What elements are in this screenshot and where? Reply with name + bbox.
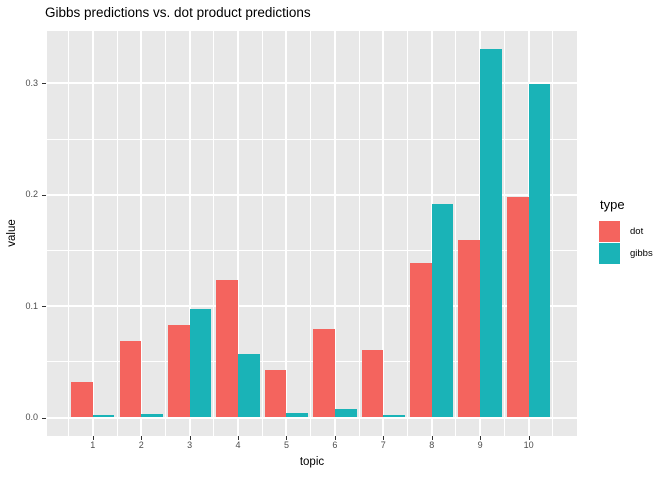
bar-dot-topic-1 xyxy=(71,381,93,418)
bar-gibbs-topic-1 xyxy=(92,415,115,418)
x-tick-label: 1 xyxy=(90,440,96,450)
legend-swatch-gibbs xyxy=(599,243,620,264)
gridline-minor-x xyxy=(261,31,263,436)
x-tick-mark xyxy=(238,436,240,440)
bar-dot-topic-8 xyxy=(410,262,432,418)
bar-gibbs-topic-8 xyxy=(431,203,454,418)
x-tick-mark xyxy=(92,436,94,440)
legend-item-label: gibbs xyxy=(630,248,653,259)
bar-gibbs-topic-6 xyxy=(334,408,357,418)
gridline-minor-x xyxy=(213,31,215,436)
gridline-minor-y xyxy=(47,249,577,251)
legend-item-dot: dot xyxy=(599,221,653,242)
bar-gibbs-topic-2 xyxy=(141,414,163,418)
x-tick-mark xyxy=(286,436,288,440)
gridline-minor-x xyxy=(164,31,166,436)
bar-dot-topic-7 xyxy=(361,349,384,418)
x-axis-title: topic xyxy=(299,456,325,468)
bar-dot-topic-3 xyxy=(167,325,190,418)
legend-swatch-dot xyxy=(599,221,620,242)
x-tick-mark xyxy=(189,436,191,440)
gridline-minor-x xyxy=(552,31,554,436)
x-tick-label: 5 xyxy=(283,440,289,450)
y-tick-mark xyxy=(42,417,46,419)
legend: type dot gibbs xyxy=(599,197,653,265)
legend-item-gibbs: gibbs xyxy=(599,243,653,264)
x-tick-mark xyxy=(528,436,530,440)
y-axis-title: value xyxy=(6,219,18,247)
gridline-major-x xyxy=(91,31,94,436)
x-tick-label: 10 xyxy=(523,440,534,450)
gridline-minor-x xyxy=(310,31,312,436)
bar-gibbs-topic-4 xyxy=(238,354,260,418)
y-tick-label: 0.1 xyxy=(25,300,38,311)
gridline-major-y xyxy=(47,193,577,196)
gridline-major-x xyxy=(237,31,240,436)
x-tick-mark xyxy=(334,436,336,440)
gridline-major-x xyxy=(382,31,385,436)
y-tick-label: 0.0 xyxy=(25,412,38,422)
gridline-major-y xyxy=(47,416,577,419)
gridline-major-x xyxy=(285,31,288,436)
gridline-major-x xyxy=(140,31,143,436)
gridline-minor-x xyxy=(68,31,70,436)
gridline-major-y xyxy=(47,82,577,85)
gridline-minor-x xyxy=(358,31,360,436)
gridline-minor-x xyxy=(116,31,118,436)
bar-dot-topic-2 xyxy=(119,340,142,418)
bar-dot-topic-4 xyxy=(216,280,239,418)
y-tick-label: 0.2 xyxy=(25,189,38,200)
bar-gibbs-topic-10 xyxy=(528,84,551,418)
gridline-major-x xyxy=(188,31,191,436)
x-tick-mark xyxy=(480,436,482,440)
x-tick-label: 3 xyxy=(187,440,193,450)
bar-gibbs-topic-7 xyxy=(383,415,405,418)
x-tick-label: 2 xyxy=(138,440,144,450)
y-tick-mark xyxy=(42,306,46,308)
y-tick-label: 0.3 xyxy=(25,77,38,88)
legend-items: dot gibbs xyxy=(599,221,653,264)
bar-gibbs-topic-3 xyxy=(189,309,212,418)
x-tick-label: 8 xyxy=(429,440,435,450)
bar-dot-topic-6 xyxy=(313,329,335,418)
plot-panel xyxy=(47,31,577,436)
x-tick-label: 4 xyxy=(235,440,241,450)
legend-item-label: dot xyxy=(630,226,644,237)
gridline-minor-x xyxy=(503,31,505,436)
gridline-minor-y xyxy=(47,138,577,140)
y-tick-mark xyxy=(42,194,46,196)
bar-dot-topic-10 xyxy=(506,196,529,418)
x-tick-mark xyxy=(383,436,385,440)
x-tick-mark xyxy=(141,436,143,440)
x-tick-label: 9 xyxy=(477,440,483,450)
gridline-minor-x xyxy=(407,31,409,436)
gridline-major-y xyxy=(47,305,577,308)
legend-title: type xyxy=(600,197,625,212)
gridline-major-x xyxy=(333,31,336,436)
bar-dot-topic-5 xyxy=(264,369,287,418)
x-tick-label: 6 xyxy=(332,440,338,450)
bar-gibbs-topic-9 xyxy=(480,48,502,418)
gridline-minor-x xyxy=(455,31,457,436)
bar-gibbs-topic-5 xyxy=(286,413,309,418)
chart-title: Gibbs predictions vs. dot product predic… xyxy=(45,5,311,20)
x-tick-label: 7 xyxy=(380,440,386,450)
y-tick-mark xyxy=(42,83,46,85)
gridline-minor-y xyxy=(47,361,577,363)
x-tick-mark xyxy=(431,436,433,440)
bar-dot-topic-9 xyxy=(458,240,481,418)
